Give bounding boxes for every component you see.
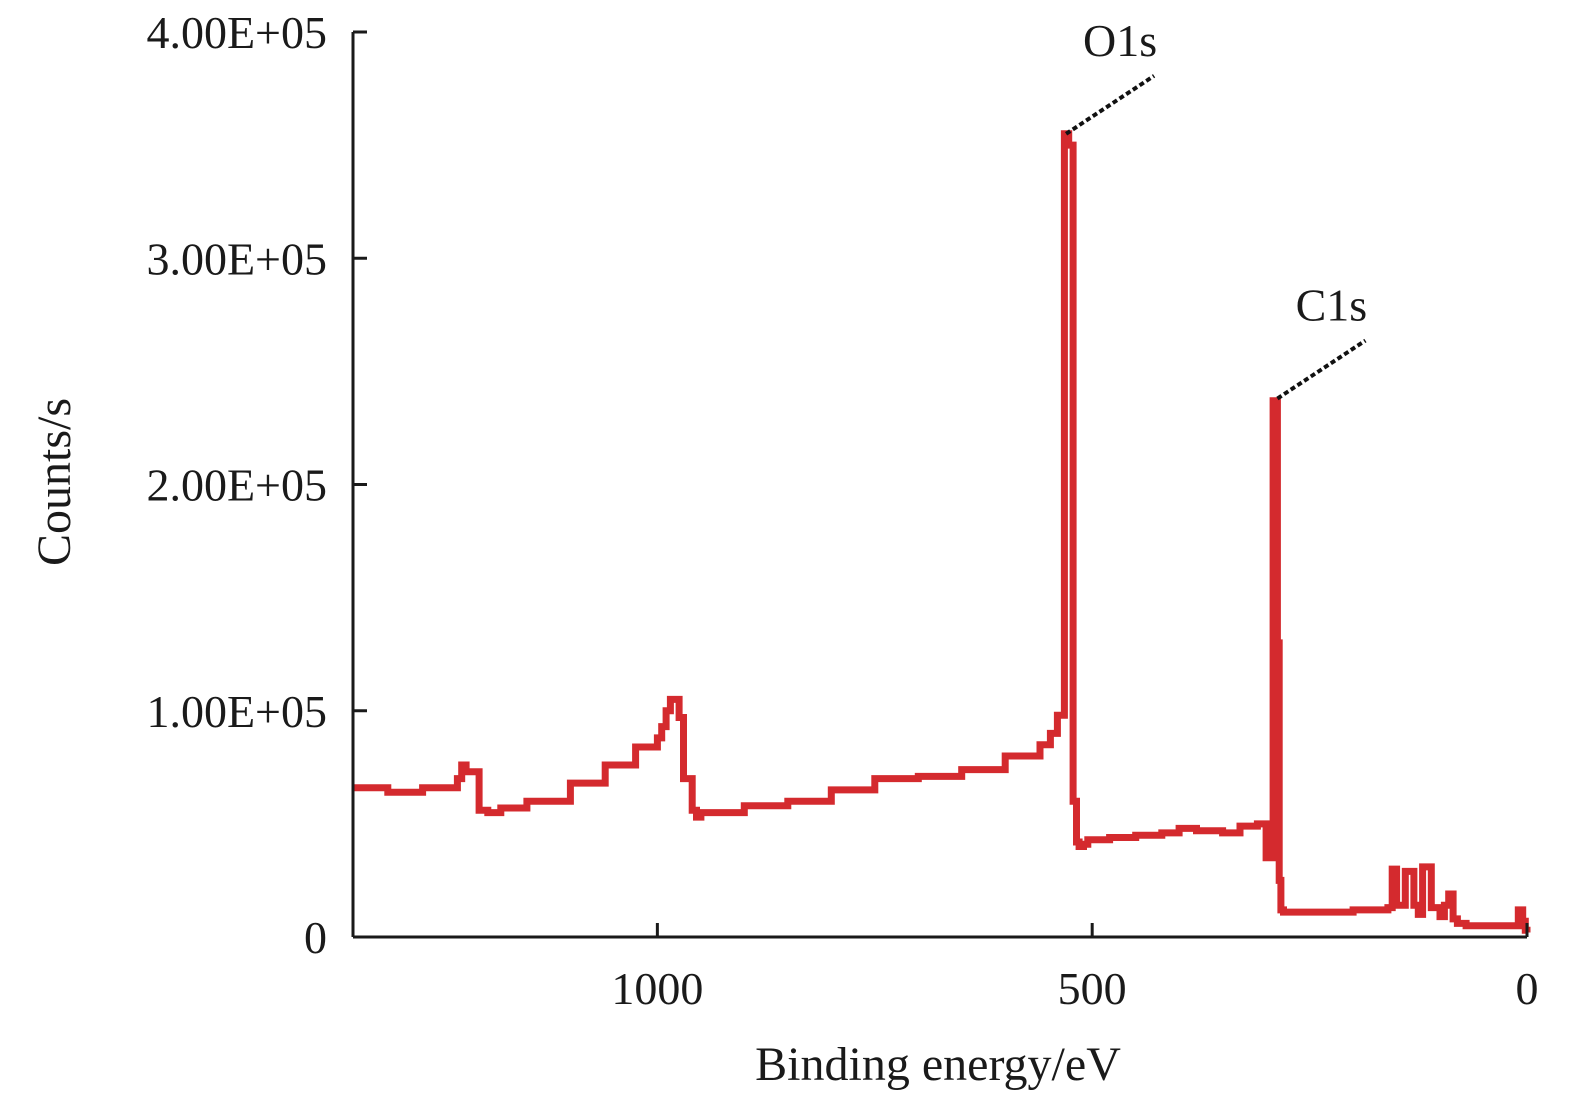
y-tick-label: 2.00E+05 — [146, 460, 327, 511]
annotation-label: C1s — [1296, 280, 1368, 331]
x-ticks: 1000 500 0 — [611, 923, 1539, 1014]
annotation-label: O1s — [1083, 15, 1157, 66]
spectrum-line — [353, 130, 1531, 934]
y-tick-label: 4.00E+05 — [146, 7, 327, 58]
x-tick-label: 500 — [1058, 963, 1127, 1014]
x-tick-label: 0 — [1516, 963, 1539, 1014]
y-axis-title: Counts/s — [28, 398, 81, 566]
peak-annotations: O1s C1s — [1064, 15, 1368, 401]
annotation-leader-line — [1064, 74, 1156, 136]
annotation-leader-line — [1276, 338, 1367, 401]
y-ticks: 0 1.00E+05 2.00E+05 3.00E+05 4.00E+05 — [146, 7, 367, 963]
y-tick-label: 1.00E+05 — [146, 686, 327, 737]
y-tick-label: 0 — [304, 912, 327, 963]
y-tick-label: 3.00E+05 — [146, 233, 327, 284]
x-tick-label: 1000 — [611, 963, 703, 1014]
x-axis-title: Binding energy/eV — [755, 1038, 1121, 1091]
plot-area — [353, 130, 1531, 934]
